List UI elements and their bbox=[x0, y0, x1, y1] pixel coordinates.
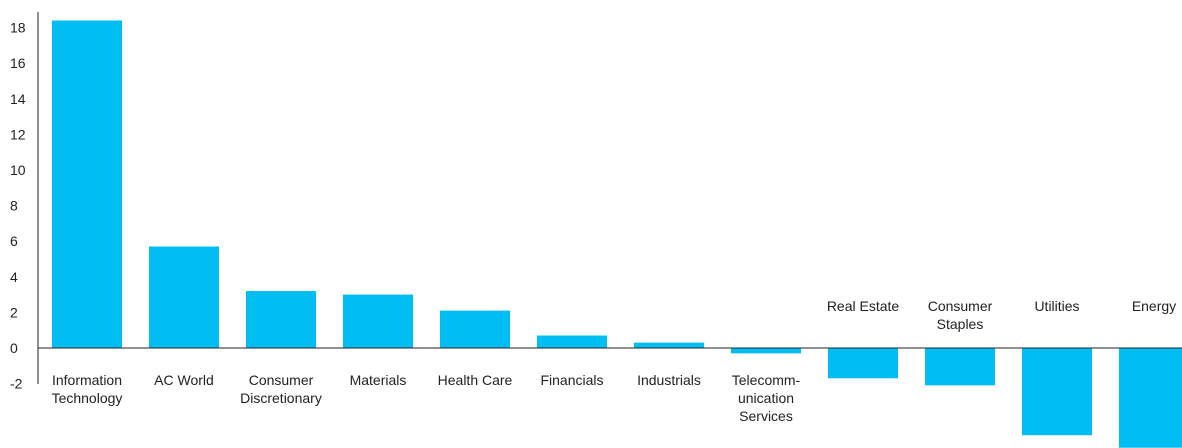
bar-3 bbox=[246, 291, 316, 348]
category-label: Consumer Staples bbox=[928, 298, 993, 332]
y-tick-label: 6 bbox=[10, 233, 18, 249]
category-label-line: Consumer bbox=[249, 372, 314, 388]
axes-group bbox=[37, 12, 1182, 384]
category-label: Materials bbox=[350, 372, 407, 388]
bar-5 bbox=[440, 310, 510, 348]
category-label-line: Discretionary bbox=[240, 390, 322, 406]
y-tick-label: 8 bbox=[10, 198, 18, 214]
bar-6 bbox=[537, 335, 607, 348]
y-tick-label: 0 bbox=[10, 340, 18, 356]
category-label-line: Services bbox=[739, 408, 793, 424]
category-label-line: Industrials bbox=[637, 372, 701, 388]
category-label: Energy bbox=[1132, 298, 1176, 314]
category-label-line: Technology bbox=[52, 390, 123, 406]
y-axis-ticks: -2 0 2 4 6 8 10 12 14 16 18 bbox=[10, 20, 26, 392]
category-label-line: Financials bbox=[540, 372, 603, 388]
y-tick-label: -2 bbox=[10, 376, 23, 392]
category-label: Telecomm-unication Services bbox=[732, 372, 801, 424]
bar-4 bbox=[343, 294, 413, 348]
category-label-line: Energy bbox=[1132, 298, 1176, 314]
bar-9 bbox=[828, 348, 898, 379]
category-label-line: Information bbox=[52, 372, 122, 388]
y-tick-label: 4 bbox=[10, 269, 18, 285]
category-label-line: Health Care bbox=[438, 372, 513, 388]
category-label: Utilities bbox=[1034, 298, 1079, 314]
bar-2 bbox=[149, 246, 219, 348]
bar-8 bbox=[731, 348, 801, 354]
bar-1 bbox=[52, 20, 122, 348]
y-tick-label: 10 bbox=[10, 162, 26, 178]
bar-12 bbox=[1119, 348, 1182, 448]
category-label-line: AC World bbox=[154, 372, 214, 388]
y-tick-label: 2 bbox=[10, 304, 18, 320]
category-label: Financials bbox=[540, 372, 603, 388]
category-labels: Information Technology AC World Consumer Dis… bbox=[52, 298, 1177, 424]
bars-group bbox=[52, 20, 1182, 448]
category-label-line: Materials bbox=[350, 372, 407, 388]
category-label-line: Utilities bbox=[1034, 298, 1079, 314]
y-tick-label: 14 bbox=[10, 91, 26, 107]
category-label: Industrials bbox=[637, 372, 701, 388]
y-tick-label: 18 bbox=[10, 20, 26, 36]
bar-7 bbox=[634, 342, 704, 348]
category-label-line: Consumer bbox=[928, 298, 993, 314]
bar-11 bbox=[1022, 348, 1092, 436]
category-label-line: unication bbox=[738, 390, 794, 406]
category-label: Information Technology bbox=[52, 372, 123, 406]
y-tick-label: 12 bbox=[10, 126, 26, 142]
category-label: Consumer Discretionary bbox=[240, 372, 322, 406]
category-label-line: Telecomm- bbox=[732, 372, 801, 388]
category-label: Health Care bbox=[438, 372, 513, 388]
bar-10 bbox=[925, 348, 995, 386]
category-label-line: Staples bbox=[937, 316, 984, 332]
category-label: AC World bbox=[154, 372, 214, 388]
category-label-line: Real Estate bbox=[827, 298, 900, 314]
category-label: Real Estate bbox=[827, 298, 900, 314]
y-tick-label: 16 bbox=[10, 55, 26, 71]
